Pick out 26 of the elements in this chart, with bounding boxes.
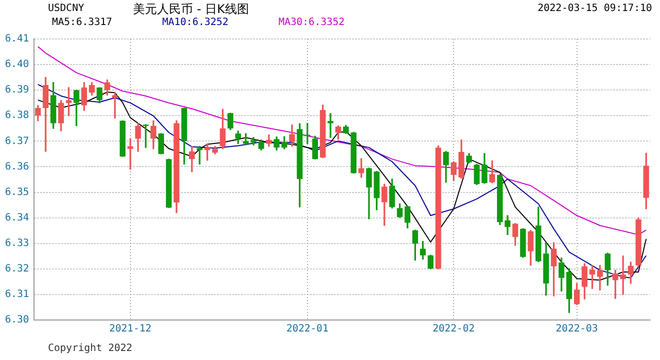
- y-tick-label: 6.31: [4, 289, 30, 300]
- y-tick-label: 6.32: [4, 264, 30, 275]
- text: 2022-03-15 09:17:10: [538, 3, 652, 14]
- y-tick-label: 6.40: [4, 59, 30, 70]
- x-tick-label: 2022-01: [286, 324, 328, 335]
- x-tick-label: 2022-03: [556, 324, 598, 335]
- x-tick-label: 2021-12: [109, 324, 152, 335]
- y-tick-label: 6.41: [4, 34, 30, 45]
- text: Copyright 2022: [48, 343, 132, 354]
- candlestick: [328, 113, 334, 138]
- x-tick-label: 2022-02: [432, 324, 475, 335]
- y-tick-label: 6.38: [4, 110, 30, 122]
- text: MA10:6.3252: [162, 17, 228, 30]
- chart-title: 美元人民币 - 日K线图: [133, 1, 249, 18]
- candlestick: [620, 256, 626, 295]
- candlestick: [112, 92, 118, 119]
- text: MA5:6.3317: [52, 17, 112, 30]
- y-tick-label: 6.37: [4, 136, 30, 147]
- y-tick-label: 6.35: [4, 186, 30, 198]
- chart-subtitle: USDCNY: [48, 3, 84, 14]
- y-tick-label: 6.36: [4, 161, 30, 172]
- text: MA30:6.3352: [278, 17, 345, 30]
- y-tick-label: 6.30: [4, 314, 30, 326]
- y-tick-label: 6.34: [4, 212, 30, 224]
- y-tick-label: 6.39: [4, 84, 30, 96]
- y-tick-label: 6.33: [4, 238, 30, 249]
